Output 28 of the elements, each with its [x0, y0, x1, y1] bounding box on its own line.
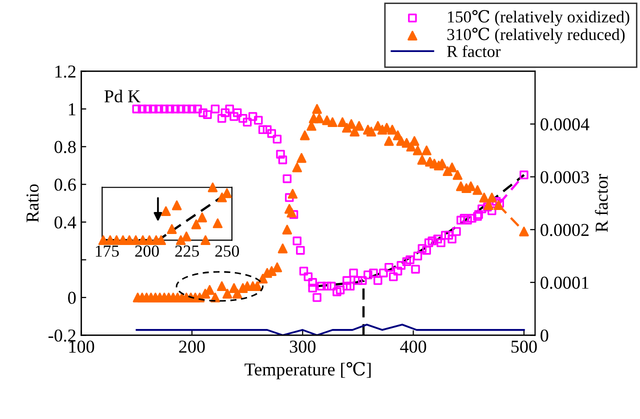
y-tick-label: -0.2: [48, 329, 76, 342]
x-tick-label: 300: [290, 340, 316, 353]
legend-label: 150℃ (relatively oxidized): [448, 10, 630, 26]
x-tick-label: 200: [135, 246, 159, 257]
y2-axis-title: R factor: [594, 174, 608, 232]
y-axis-title: Ratio: [26, 184, 39, 222]
y2-tick-label: 0: [540, 329, 548, 342]
legend-label: 310℃ (relatively reduced): [447, 28, 625, 44]
y-tick-label: 1.2: [55, 66, 76, 78]
x-tick-label: 200: [179, 340, 205, 353]
y2-tick-label: 0.0003: [540, 171, 589, 184]
x-tick-label: 175: [96, 246, 119, 257]
legend-label: R factor: [447, 45, 501, 58]
y-tick-label: 0.8: [54, 140, 76, 154]
y2-tick-label: 0.0004: [540, 118, 590, 131]
y-tick-label: 1: [68, 103, 76, 116]
y2-tick-label: 0.0002: [540, 224, 589, 236]
y-tick-label: 0.6: [54, 178, 76, 191]
x-tick-label: 250: [215, 246, 239, 257]
x-tick-label: 500: [511, 340, 537, 353]
y-tick-label: 0.4: [54, 216, 76, 229]
y2-tick-label: 0.0001: [540, 276, 588, 289]
annotation: Pd K: [104, 90, 140, 102]
x-tick-label: 400: [400, 340, 426, 353]
x-tick-label: 225: [175, 246, 199, 257]
x-axis-title: Temperature [℃]: [244, 362, 371, 380]
y-tick-label: 0: [68, 292, 76, 304]
x-tick-label: 100: [69, 340, 94, 353]
